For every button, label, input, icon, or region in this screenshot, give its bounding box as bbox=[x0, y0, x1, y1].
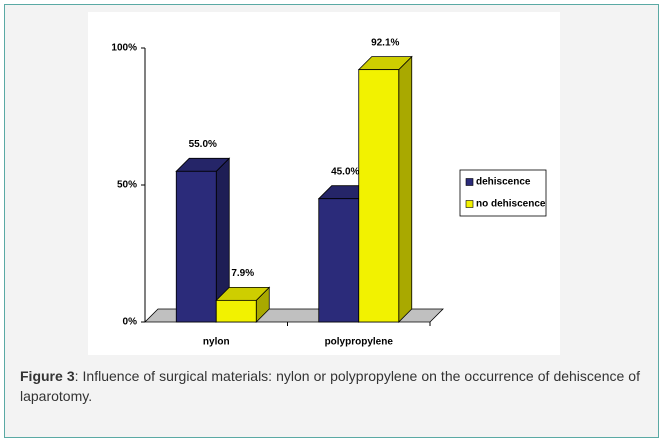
caption-text: : Influence of surgical materials: nylon… bbox=[20, 368, 640, 404]
caption: Figure 3: Influence of surgical material… bbox=[20, 366, 640, 406]
bar-side bbox=[398, 55, 413, 323]
y-tick-label: 0% bbox=[123, 317, 138, 328]
legend-box bbox=[459, 169, 547, 217]
caption-label: Figure 3 bbox=[20, 368, 75, 384]
y-tick-label: 100% bbox=[111, 43, 137, 54]
legend-label: dehiscence bbox=[476, 177, 531, 188]
data-label: 92.1% bbox=[371, 37, 399, 48]
bar bbox=[215, 299, 257, 323]
legend-label: no dehiscence bbox=[476, 199, 546, 210]
data-label: 7.9% bbox=[231, 268, 254, 279]
bar bbox=[175, 170, 217, 323]
x-tick-label: nylon bbox=[203, 337, 230, 348]
bar bbox=[358, 69, 400, 323]
bar bbox=[318, 198, 360, 323]
data-label: 55.0% bbox=[189, 139, 217, 150]
x-tick-label: polypropylene bbox=[325, 337, 394, 348]
data-label: 45.0% bbox=[331, 166, 359, 177]
y-tick-label: 50% bbox=[117, 180, 137, 191]
legend-swatch bbox=[465, 178, 474, 186]
legend-swatch bbox=[465, 200, 474, 208]
